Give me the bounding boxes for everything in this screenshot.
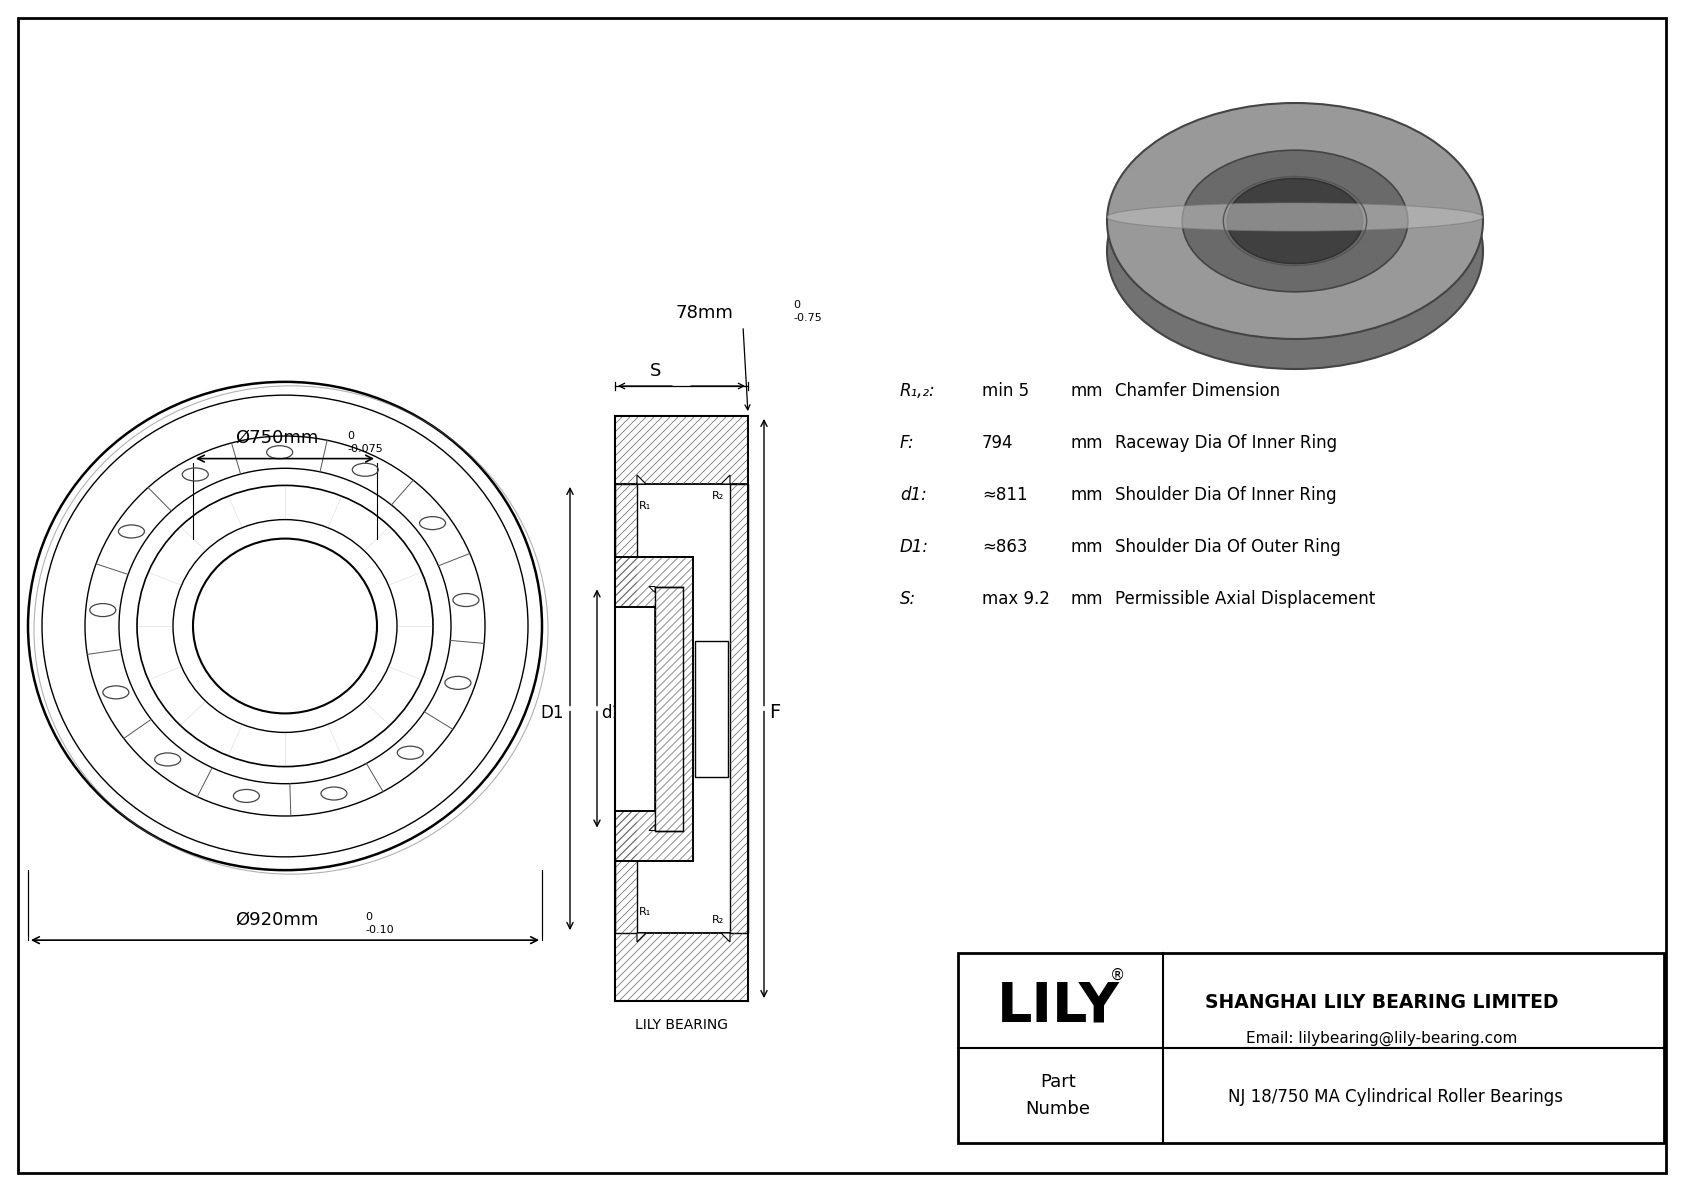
Text: 0: 0 [365,912,372,922]
Bar [615,484,637,933]
Text: mm: mm [1069,434,1103,453]
Text: Part
Numbe: Part Numbe [1026,1073,1091,1117]
Text: ≈811: ≈811 [982,486,1027,504]
Text: R₁,₂:: R₁,₂: [899,382,936,400]
Text: max 9.2: max 9.2 [982,590,1049,607]
Text: F:: F: [899,434,914,453]
Text: -0.075: -0.075 [347,443,382,454]
Text: S:: S: [899,590,916,607]
Text: ≈863: ≈863 [982,538,1027,556]
Polygon shape [721,475,729,484]
Bar [958,953,1664,1143]
Bar [729,484,748,933]
Text: mm: mm [1069,486,1103,504]
Ellipse shape [1106,133,1484,369]
Text: R₁: R₁ [638,908,652,917]
Text: F: F [770,704,780,723]
Text: mm: mm [1069,382,1103,400]
Text: D1: D1 [541,705,564,723]
Text: Ø920mm: Ø920mm [236,910,318,928]
Text: R₂: R₂ [712,491,724,501]
Ellipse shape [1106,202,1484,231]
Polygon shape [721,933,729,942]
Text: R₂: R₂ [712,915,724,925]
Text: ®: ® [1110,968,1125,984]
Text: 78mm: 78mm [675,304,733,322]
Text: Permissible Axial Displacement: Permissible Axial Displacement [1115,590,1376,607]
Ellipse shape [194,538,377,713]
Text: D1:: D1: [899,538,930,556]
Ellipse shape [1228,179,1362,263]
Bar [615,606,655,811]
Bar [695,641,727,777]
Bar [655,586,684,830]
Text: Email: lilybearing@lily-bearing.com: Email: lilybearing@lily-bearing.com [1246,1031,1517,1046]
Text: -0.10: -0.10 [365,925,394,935]
Text: d1:: d1: [899,486,926,504]
Text: NJ 18/750 MA Cylindrical Roller Bearings: NJ 18/750 MA Cylindrical Roller Bearings [1228,1089,1563,1106]
Text: mm: mm [1069,590,1103,607]
Text: 0: 0 [793,300,800,310]
Polygon shape [648,824,655,830]
Text: Raceway Dia Of Inner Ring: Raceway Dia Of Inner Ring [1115,434,1337,453]
Bar [615,416,748,484]
Text: S: S [650,362,660,380]
Ellipse shape [1182,150,1408,292]
Text: min 5: min 5 [982,382,1029,400]
Text: Shoulder Dia Of Inner Ring: Shoulder Dia Of Inner Ring [1115,486,1337,504]
Text: d1: d1 [601,705,621,723]
Text: LILY: LILY [997,979,1120,1034]
Text: SHANGHAI LILY BEARING LIMITED: SHANGHAI LILY BEARING LIMITED [1204,993,1558,1012]
Bar [615,556,694,861]
Polygon shape [637,475,647,484]
Polygon shape [648,586,655,592]
Polygon shape [637,933,647,942]
Text: Shoulder Dia Of Outer Ring: Shoulder Dia Of Outer Ring [1115,538,1340,556]
Text: mm: mm [1069,538,1103,556]
Text: 0: 0 [347,431,354,441]
Ellipse shape [1106,102,1484,339]
Text: LILY BEARING: LILY BEARING [635,1018,727,1031]
Text: 794: 794 [982,434,1014,453]
Bar [615,933,748,1000]
Text: R₁: R₁ [638,501,652,511]
Text: Ø750mm: Ø750mm [236,429,318,447]
Text: Chamfer Dimension: Chamfer Dimension [1115,382,1280,400]
Text: -0.75: -0.75 [793,313,822,323]
